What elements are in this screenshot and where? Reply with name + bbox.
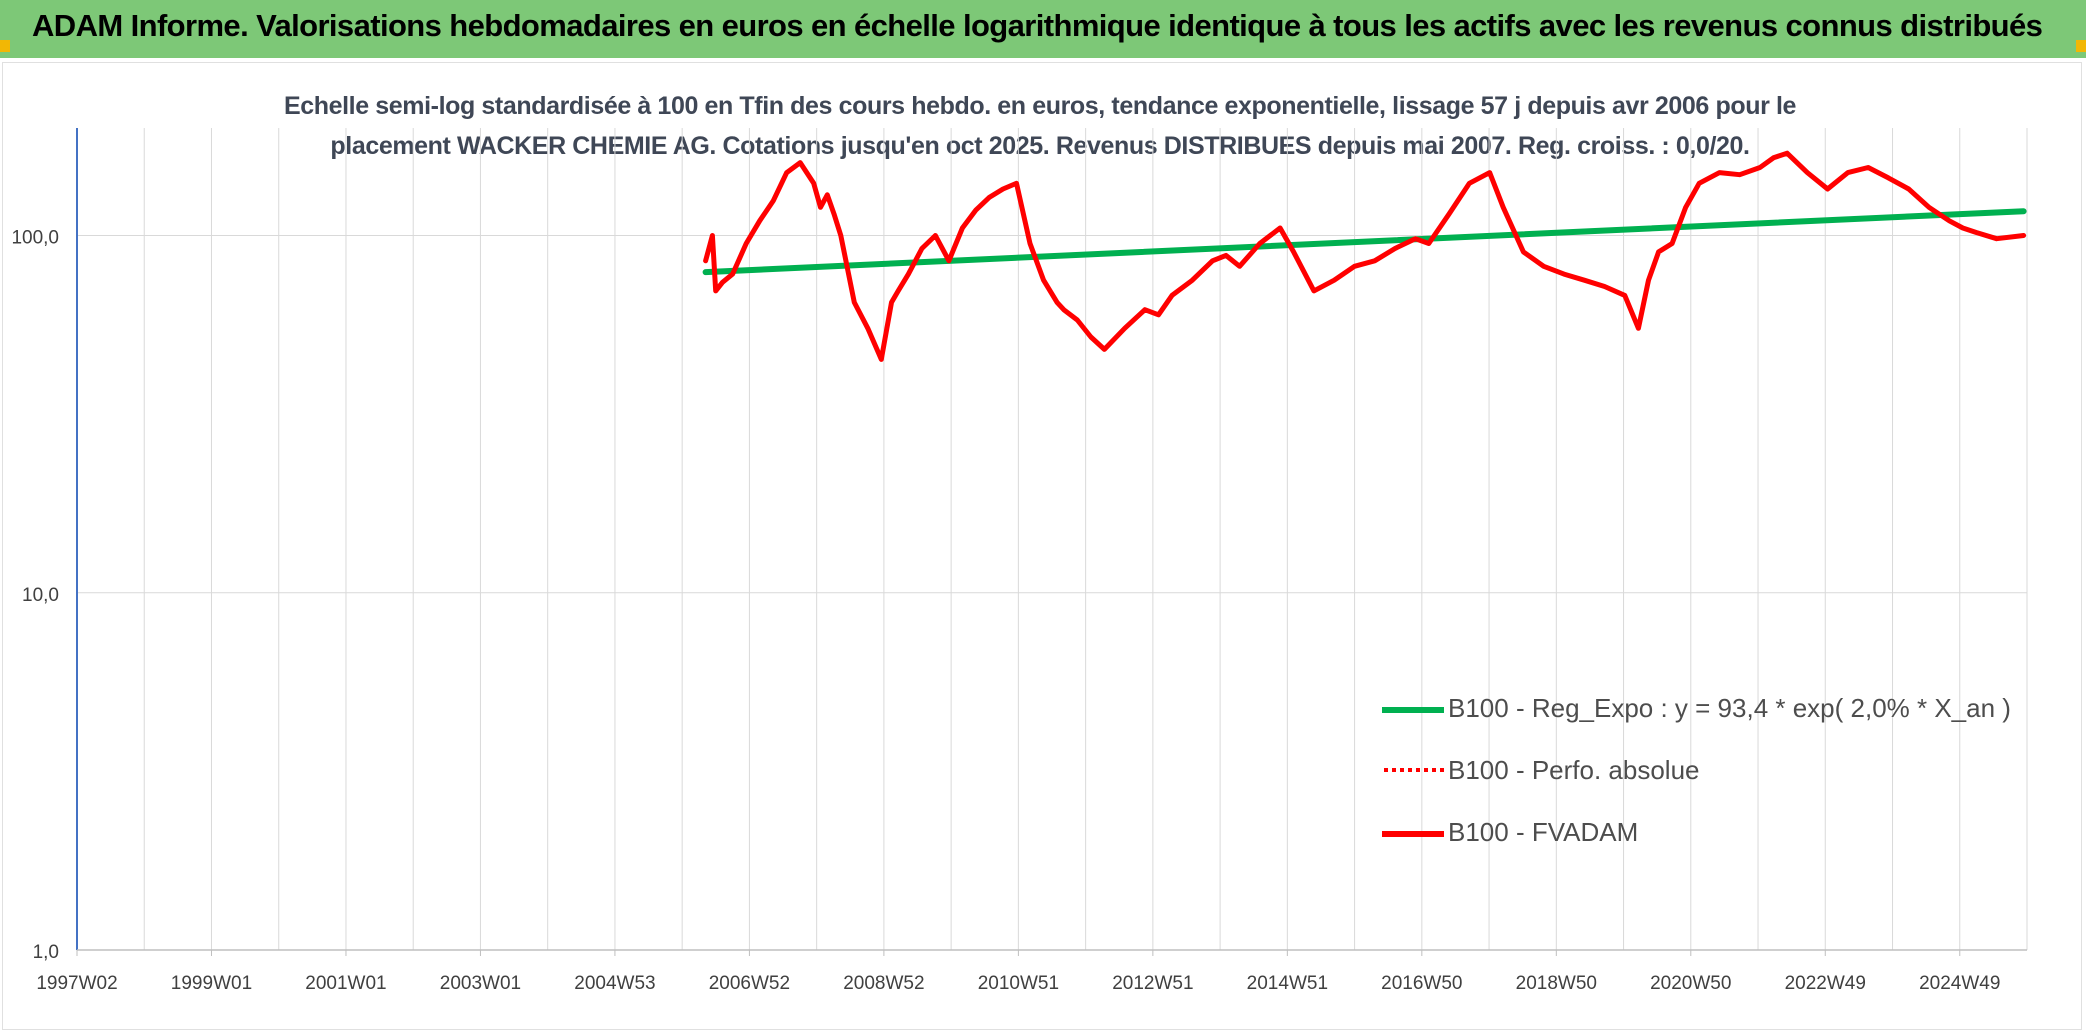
x-tick-label: 2016W50 xyxy=(1381,973,1462,994)
chart-subtitle: Echelle semi-log standardisée à 100 en T… xyxy=(260,86,1820,166)
x-tick-label: 1999W01 xyxy=(171,973,252,994)
series-regression-line xyxy=(702,208,2027,276)
chart-subtitle-line-2: placement WACKER CHEMIE AG. Cotations ju… xyxy=(330,132,1750,160)
x-tick-label: 2004W53 xyxy=(574,973,655,994)
tick-labels: 1,0 10,0 100,0 1997W02 1999W01 2001W01 2003W01… xyxy=(11,228,2000,994)
chart-subtitle-line-1: Echelle semi-log standardisée à 100 en T… xyxy=(283,92,1797,120)
title-bar: ADAM Informe. Valorisations hebdomadaire… xyxy=(0,0,2086,58)
grid-lines xyxy=(77,128,2028,951)
legend-swatch-regression xyxy=(1382,707,1444,713)
x-tick-label: 2003W01 xyxy=(440,973,521,994)
x-tick-label: 2018W50 xyxy=(1516,973,1597,994)
corner-accent-right xyxy=(2076,40,2086,52)
axes xyxy=(76,128,2027,956)
x-tick-label: 2006W52 xyxy=(709,973,790,994)
legend-swatch-perfo xyxy=(1384,768,1444,772)
corner-accent-left xyxy=(0,40,10,52)
report-title: ADAM Informe. Valorisations hebdomadaire… xyxy=(32,8,2043,43)
x-tick-label: 2024W49 xyxy=(1919,973,2000,994)
y-tick-label: 100,0 xyxy=(11,228,59,249)
x-tick-label: 2008W52 xyxy=(843,973,924,994)
x-tick-label: 2022W49 xyxy=(1785,973,1866,994)
series-fvadam-line xyxy=(703,150,2027,362)
legend-label-fvadam: B100 - FVADAM xyxy=(1448,817,1639,847)
series xyxy=(702,150,2027,362)
x-tick-label: 2010W51 xyxy=(978,973,1059,994)
x-tick-label: 1997W02 xyxy=(36,973,117,994)
x-tick-label: 2012W51 xyxy=(1112,973,1193,994)
legend-swatch-fvadam xyxy=(1382,831,1444,837)
legend-label-perfo: B100 - Perfo. absolue xyxy=(1448,755,1700,785)
y-tick-label: 1,0 xyxy=(33,942,59,963)
y-tick-label: 10,0 xyxy=(22,585,59,606)
x-tick-label: 2020W50 xyxy=(1650,973,1731,994)
x-tick-label: 2014W51 xyxy=(1247,973,1328,994)
legend-label-regression: B100 - Reg_Expo : y = 93,4 * exp( 2,0% *… xyxy=(1448,693,2011,723)
x-tick-label: 2001W01 xyxy=(305,973,386,994)
